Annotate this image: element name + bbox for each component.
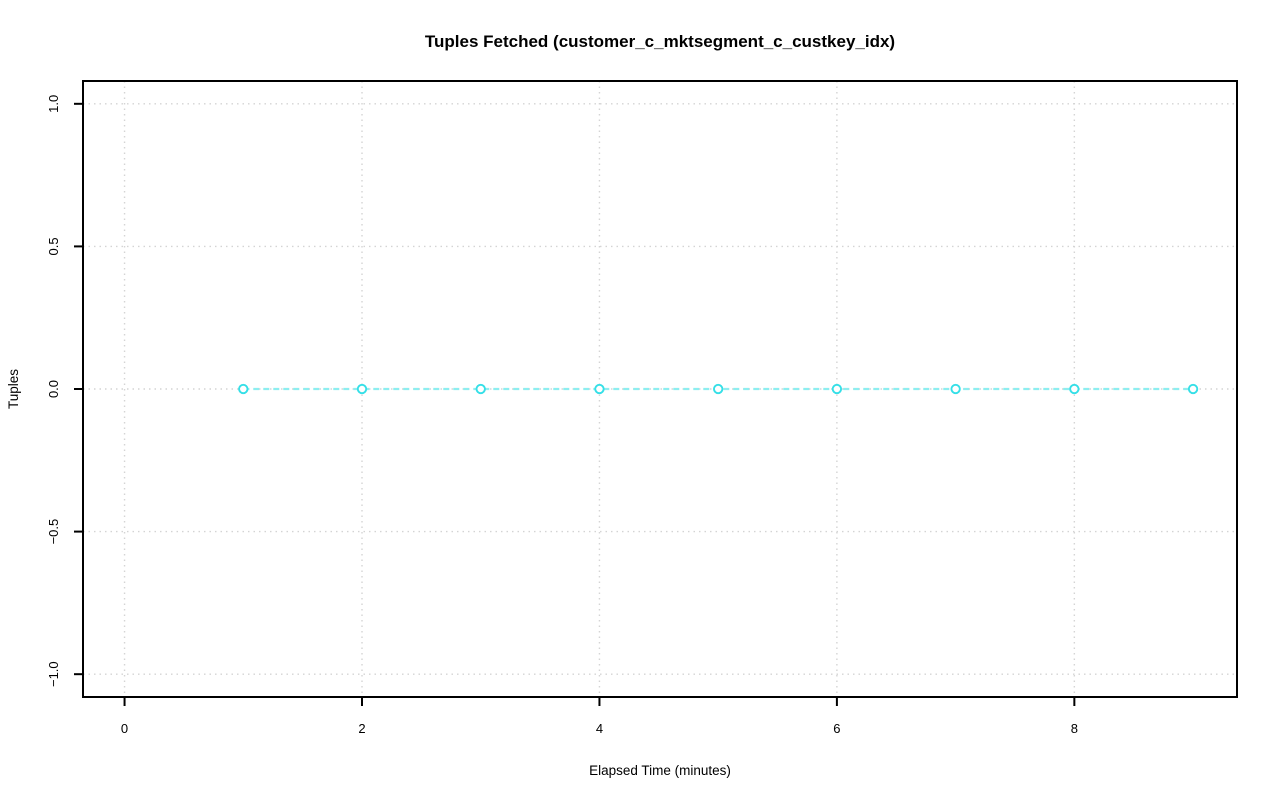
- y-tick-label: −0.5: [46, 519, 61, 545]
- x-tick-label: 6: [833, 721, 840, 736]
- y-tick-label: 1.0: [46, 95, 61, 113]
- plot-box: [82, 80, 1238, 698]
- data-point: [1187, 383, 1199, 395]
- data-point: [238, 383, 249, 395]
- series-layer: [238, 383, 1199, 395]
- y-tick-label: 0.5: [46, 237, 61, 255]
- x-tick-label: 4: [596, 721, 603, 736]
- data-point: [713, 383, 724, 395]
- x-axis-label: Elapsed Time (minutes): [589, 763, 731, 778]
- data-point: [950, 383, 961, 395]
- x-tick-label: 2: [358, 721, 365, 736]
- axis-layer: [74, 80, 1238, 706]
- chart-title: Tuples Fetched (customer_c_mktsegment_c_…: [425, 32, 895, 51]
- y-tick-label: 0.0: [46, 380, 61, 398]
- data-point: [1069, 383, 1080, 395]
- x-tick-label: 8: [1071, 721, 1078, 736]
- y-tick-label: −1.0: [46, 661, 61, 687]
- tick-label-layer: 0 2 4 6 8 −1.0 −0.5 0.0 0.5 1.0: [46, 95, 1078, 736]
- y-axis-label: Tuples: [6, 369, 21, 409]
- data-point: [594, 383, 605, 395]
- x-tick-label: 0: [121, 721, 128, 736]
- data-point: [356, 383, 368, 395]
- data-point: [831, 383, 843, 395]
- data-point: [475, 383, 486, 395]
